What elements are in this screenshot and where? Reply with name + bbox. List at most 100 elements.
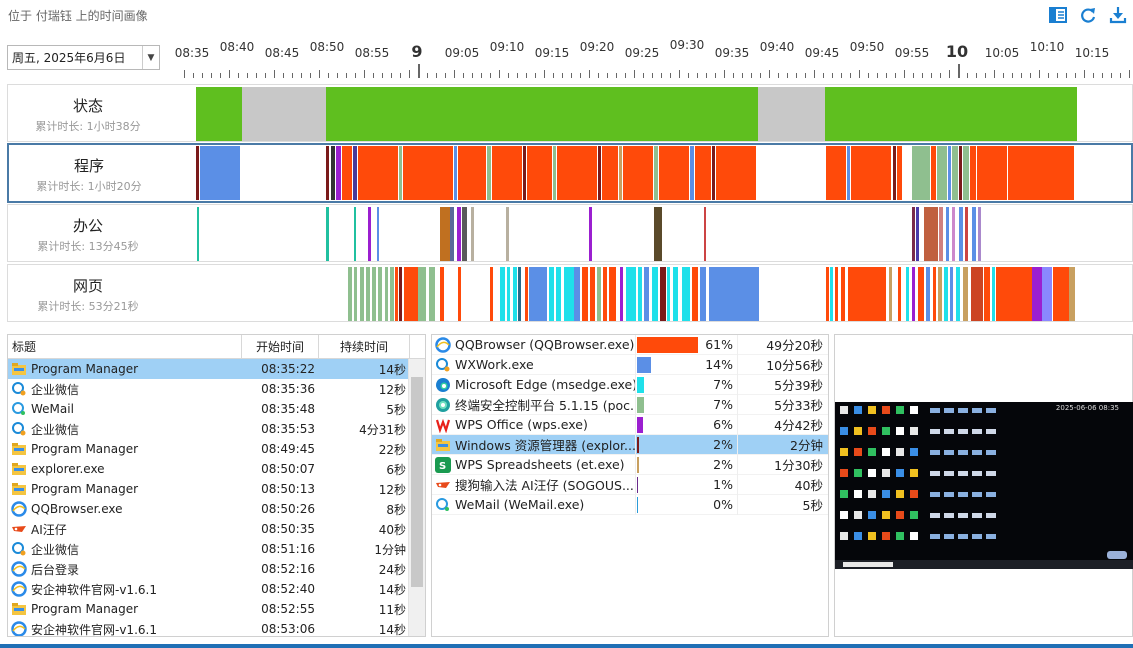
program-bar[interactable]: [196, 146, 1133, 200]
date-dropdown[interactable]: 周五, 2025年6月6日 ▼: [7, 45, 160, 70]
table-row[interactable]: Program Manager 08:50:13 12秒: [8, 479, 425, 499]
track-office[interactable]: 办公 累计时长: 13分45秒: [7, 204, 1133, 262]
track-program[interactable]: 程序 累计时长: 1小时20分: [7, 143, 1133, 203]
web-segment[interactable]: [440, 267, 444, 321]
idle-segment[interactable]: [242, 87, 326, 141]
office-segment[interactable]: [924, 207, 938, 261]
web-segment[interactable]: [992, 267, 995, 321]
office-segment[interactable]: [965, 207, 968, 261]
web-segment[interactable]: [709, 267, 759, 321]
web-segment[interactable]: [626, 267, 636, 321]
web-segment[interactable]: [525, 267, 528, 321]
column-title[interactable]: 标题: [8, 335, 242, 358]
program-segment[interactable]: [931, 146, 936, 200]
web-segment[interactable]: [1069, 267, 1075, 321]
web-segment[interactable]: [348, 267, 352, 321]
program-segment[interactable]: [342, 146, 352, 200]
table-row[interactable]: AI汪仔 08:50:35 40秒: [8, 519, 425, 539]
program-segment[interactable]: [331, 146, 335, 200]
track-web[interactable]: 网页 累计时长: 53分21秒: [7, 264, 1133, 322]
web-segment[interactable]: [926, 267, 930, 321]
app-row[interactable]: Windows 资源管理器 (explor... 2% 2分钟: [432, 434, 828, 455]
program-segment[interactable]: [716, 146, 756, 200]
program-segment[interactable]: [963, 146, 969, 200]
app-row[interactable]: S WPS Spreadsheets (et.exe) 2% 1分30秒: [432, 454, 828, 475]
web-segment[interactable]: [938, 267, 942, 321]
web-segment[interactable]: [1032, 267, 1042, 321]
office-segment[interactable]: [457, 207, 461, 261]
table-row[interactable]: Program Manager 08:35:22 14秒: [8, 359, 425, 379]
web-segment[interactable]: [378, 267, 382, 321]
web-segment[interactable]: [878, 267, 882, 321]
table-row[interactable]: 安企神软件官网-v1.6.1 08:53:06 14秒: [8, 619, 425, 636]
program-segment[interactable]: [200, 146, 240, 200]
scroll-thumb[interactable]: [411, 377, 423, 587]
program-segment[interactable]: [326, 146, 329, 200]
program-segment[interactable]: [353, 146, 357, 200]
office-segment[interactable]: [589, 207, 592, 261]
office-segment[interactable]: [959, 207, 963, 261]
web-segment[interactable]: [963, 267, 968, 321]
web-segment[interactable]: [667, 267, 670, 321]
office-segment[interactable]: [197, 207, 199, 261]
program-segment[interactable]: [557, 146, 597, 200]
program-segment[interactable]: [553, 146, 556, 200]
program-segment[interactable]: [948, 146, 951, 200]
table-row[interactable]: QQBrowser.exe 08:50:26 8秒: [8, 499, 425, 519]
office-segment[interactable]: [939, 207, 943, 261]
active-segment[interactable]: [825, 87, 1077, 141]
web-segment[interactable]: [652, 267, 658, 321]
web-segment[interactable]: [700, 267, 706, 321]
web-segment[interactable]: [507, 267, 510, 321]
office-segment[interactable]: [506, 207, 509, 261]
program-segment[interactable]: [712, 146, 715, 200]
web-segment[interactable]: [956, 267, 960, 321]
web-segment[interactable]: [918, 267, 924, 321]
app-row[interactable]: 终端安全控制平台 5.1.15 (poc... 7% 5分33秒: [432, 394, 828, 415]
program-segment[interactable]: [937, 146, 947, 200]
status-bar[interactable]: [196, 87, 1133, 141]
office-bar[interactable]: [196, 207, 1133, 261]
program-segment[interactable]: [399, 146, 402, 200]
web-segment[interactable]: [404, 267, 418, 321]
idle-segment[interactable]: [758, 87, 825, 141]
program-segment[interactable]: [492, 146, 522, 200]
web-segment[interactable]: [971, 267, 983, 321]
program-segment[interactable]: [826, 146, 846, 200]
program-segment[interactable]: [912, 146, 930, 200]
office-segment[interactable]: [916, 207, 919, 261]
office-segment[interactable]: [326, 207, 329, 261]
web-segment[interactable]: [889, 267, 892, 321]
web-segment[interactable]: [912, 267, 915, 321]
web-segment[interactable]: [513, 267, 517, 321]
program-segment[interactable]: [598, 146, 601, 200]
office-segment[interactable]: [978, 207, 981, 261]
program-segment[interactable]: [602, 146, 618, 200]
web-segment[interactable]: [597, 267, 601, 321]
program-segment[interactable]: [970, 146, 976, 200]
events-scrollbar[interactable]: [408, 359, 425, 636]
web-segment[interactable]: [574, 267, 580, 321]
chevron-down-icon[interactable]: ▼: [142, 46, 159, 69]
app-row[interactable]: WPS Office (wps.exe) 6% 4分42秒: [432, 414, 828, 435]
web-segment[interactable]: [603, 267, 607, 321]
table-row[interactable]: 安企神软件官网-v1.6.1 08:52:40 14秒: [8, 579, 425, 599]
program-segment[interactable]: [1008, 146, 1074, 200]
office-segment[interactable]: [946, 207, 949, 261]
track-status[interactable]: 状态 累计时长: 1小时38分: [7, 84, 1133, 142]
web-segment[interactable]: [518, 267, 521, 321]
web-segment[interactable]: [898, 267, 901, 321]
web-segment[interactable]: [682, 267, 690, 321]
app-row[interactable]: 搜狗输入法 AI汪仔 (SOGOUS... 1% 40秒: [432, 474, 828, 495]
column-start[interactable]: 开始时间: [242, 335, 319, 358]
program-segment[interactable]: [851, 146, 891, 200]
office-segment[interactable]: [462, 207, 467, 261]
web-segment[interactable]: [1008, 267, 1032, 321]
web-segment[interactable]: [835, 267, 838, 321]
web-segment[interactable]: [620, 267, 623, 321]
program-segment[interactable]: [695, 146, 711, 200]
web-segment[interactable]: [490, 267, 493, 321]
office-segment[interactable]: [912, 207, 915, 261]
web-segment[interactable]: [360, 267, 364, 321]
refresh-icon[interactable]: [1077, 4, 1099, 26]
